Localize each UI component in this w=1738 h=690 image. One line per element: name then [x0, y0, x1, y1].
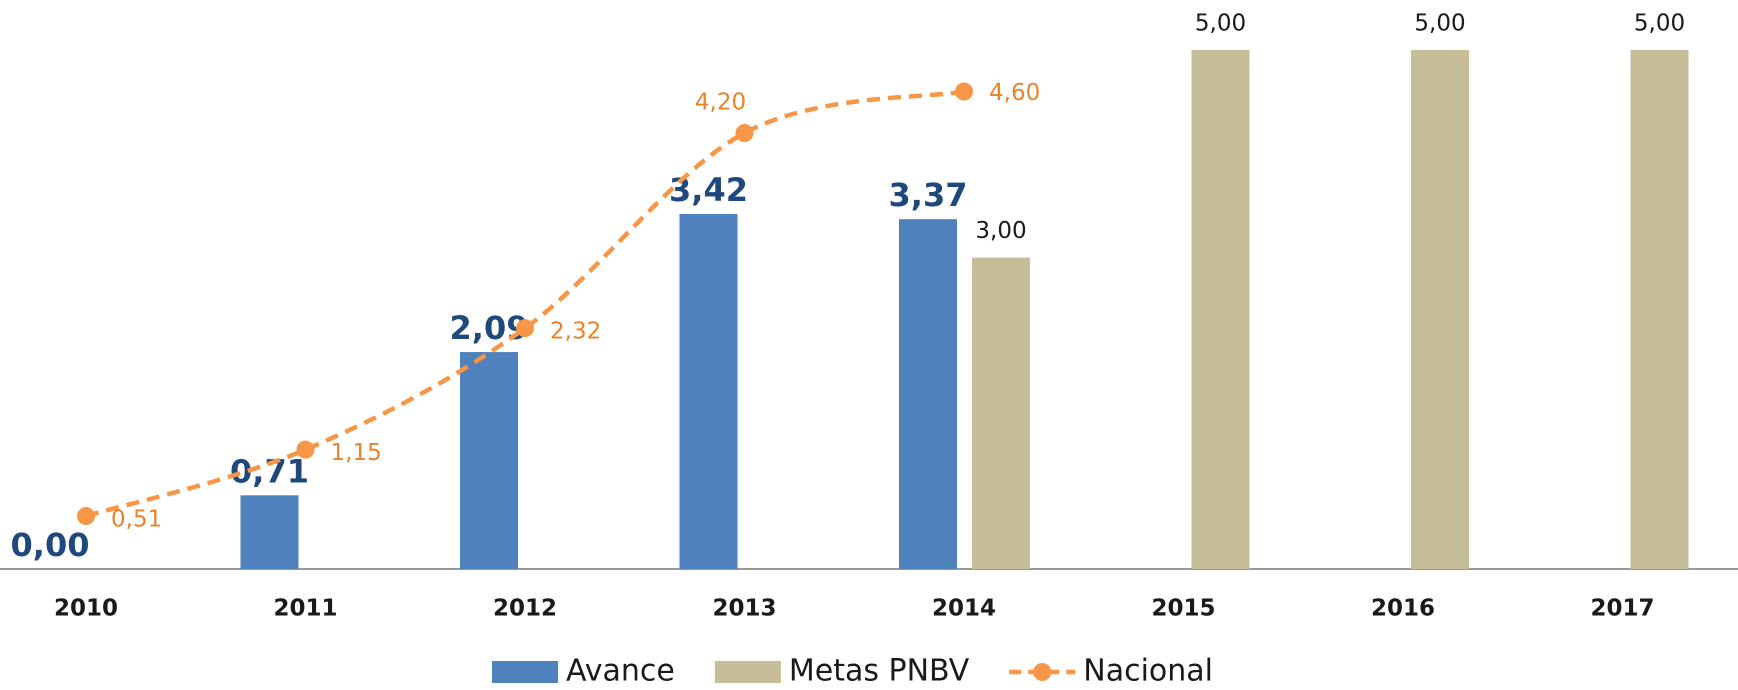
- bar: [240, 495, 299, 569]
- x-tick-label: 2011: [273, 596, 337, 622]
- data-label: 2,09: [450, 309, 529, 347]
- data-label: 5,00: [1195, 11, 1246, 37]
- data-label: 5,00: [1634, 11, 1685, 37]
- line-point: [955, 82, 973, 101]
- legend-label: Avance: [566, 654, 675, 689]
- data-label: 2,32: [550, 319, 601, 345]
- data-label: 1,15: [331, 440, 382, 466]
- bar: [1411, 50, 1469, 569]
- legend-swatch: [492, 661, 558, 683]
- legend-swatch: [714, 661, 781, 683]
- data-label: 4,20: [695, 90, 746, 116]
- line-point: [516, 319, 534, 338]
- x-tick-label: 2016: [1371, 596, 1435, 622]
- data-label: 0,71: [230, 452, 309, 490]
- bar: [679, 214, 738, 569]
- data-label: 5,00: [1414, 11, 1465, 37]
- bar: [899, 219, 957, 569]
- legend-label: Nacional: [1083, 654, 1213, 689]
- data-label: 3,00: [975, 218, 1026, 244]
- legend-label: Metas PNBV: [789, 654, 970, 689]
- data-label: 0,00: [11, 526, 90, 564]
- data-label: 4,60: [989, 80, 1040, 106]
- bar: [460, 352, 518, 569]
- x-tick-label: 2014: [932, 596, 996, 622]
- data-label: 3,42: [669, 171, 748, 209]
- x-tick-label: 2010: [54, 596, 118, 622]
- legend-swatch: [1033, 663, 1052, 681]
- bar: [972, 257, 1030, 569]
- data-label: 3,37: [889, 176, 968, 214]
- x-tick-label: 2013: [712, 596, 776, 622]
- data-label: 0,51: [111, 507, 162, 533]
- bar: [1191, 50, 1250, 569]
- x-tick-label: 2012: [493, 596, 557, 622]
- x-tick-label: 2017: [1590, 596, 1654, 622]
- x-tick-label: 2015: [1151, 596, 1215, 622]
- line-point: [77, 507, 95, 526]
- line-point: [735, 124, 754, 143]
- line: [85, 89, 965, 519]
- line-point: [296, 440, 315, 459]
- bar: [1630, 50, 1689, 569]
